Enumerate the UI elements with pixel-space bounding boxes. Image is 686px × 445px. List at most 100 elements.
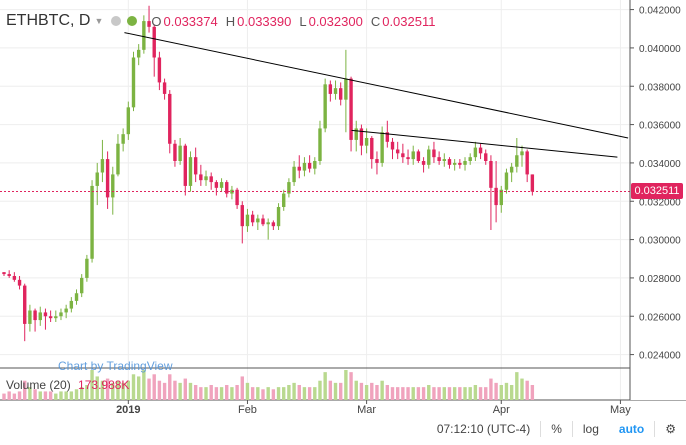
volume-bar: [74, 389, 79, 400]
volume-bar: [209, 385, 213, 400]
volume-bar: [515, 372, 519, 400]
volume-bar: [406, 387, 410, 400]
candle-body: [489, 161, 493, 188]
x-tick-label: 2019: [116, 404, 140, 416]
candle-body: [111, 174, 115, 198]
candle-body: [48, 316, 53, 319]
candle-body: [271, 222, 276, 227]
candle-body: [484, 153, 488, 161]
candle-body: [2, 272, 6, 275]
status-icon: [127, 16, 138, 26]
volume-label: Volume (20) 173.988K: [6, 378, 129, 392]
volume-bar: [344, 370, 348, 400]
candle-body: [515, 155, 519, 167]
volume-bar: [219, 387, 224, 400]
divider: [540, 420, 542, 437]
ohlc-key: L: [299, 13, 307, 29]
volume-bar: [136, 376, 141, 400]
candle-body: [344, 78, 348, 100]
volume-bar: [520, 378, 524, 400]
volume-bar: [261, 389, 265, 400]
settings-icon[interactable]: [111, 16, 122, 26]
settings-gear-icon[interactable]: ⚙: [665, 421, 676, 436]
candle-body: [421, 161, 426, 165]
volume-bar: [188, 382, 193, 400]
volume-bar: [292, 382, 296, 400]
volume-bar: [427, 385, 431, 400]
volume-bar: [385, 385, 390, 400]
y-tick-label: 0.028000: [639, 274, 681, 285]
volume-bar: [54, 393, 58, 400]
y-tick-label: 0.038000: [639, 82, 681, 93]
volume-bar: [7, 391, 11, 400]
volume-bar: [23, 380, 27, 400]
tradingview-watermark[interactable]: Chart by TradingView: [58, 359, 173, 373]
candle-body: [427, 149, 431, 165]
candle-body: [354, 128, 358, 140]
symbol-label[interactable]: ETHBTC, D: [6, 12, 91, 29]
log-button[interactable]: log: [582, 421, 599, 436]
candle-body: [188, 157, 193, 186]
volume-bar: [266, 387, 270, 400]
candle-body: [328, 84, 333, 94]
candle-body: [80, 277, 84, 294]
candle-body: [173, 143, 177, 161]
volume-bar: [85, 385, 89, 400]
candle-body: [199, 174, 203, 181]
volume-bar: [421, 387, 426, 400]
candle-body: [380, 132, 384, 163]
candle-body: [100, 159, 105, 173]
volume-bar: [214, 387, 219, 400]
candle-body: [349, 78, 353, 140]
volume-bar: [147, 378, 151, 400]
candle-body: [458, 162, 462, 165]
y-tick-label: 0.036000: [639, 121, 681, 132]
auto-button[interactable]: auto: [618, 421, 645, 436]
volume-bar: [43, 391, 48, 400]
volume-bar: [463, 387, 467, 400]
candle-body: [525, 151, 529, 175]
y-tick-label: 0.024000: [639, 351, 681, 362]
volume-bar: [131, 374, 136, 400]
volume-bar: [349, 372, 353, 400]
y-axis-panel: [630, 0, 686, 400]
candle-body: [7, 274, 11, 276]
candle-body: [178, 145, 182, 161]
candle-body: [230, 189, 234, 194]
candle-body: [85, 258, 89, 278]
volume-bar: [271, 389, 276, 400]
x-tick-label: May: [610, 404, 631, 416]
ohlc-value: 0.033390: [237, 13, 292, 29]
volume-bar: [250, 387, 255, 400]
volume-bar: [235, 385, 239, 400]
candle-body: [463, 161, 467, 165]
percent-button[interactable]: %: [551, 421, 562, 436]
volume-bar: [245, 382, 250, 400]
volume-bar: [230, 387, 234, 400]
candle-body: [256, 218, 260, 223]
volume-bar: [240, 376, 244, 400]
dropdown-icon[interactable]: ▼: [94, 16, 104, 26]
candle-body: [390, 141, 395, 150]
candle-body: [333, 88, 338, 94]
volume-bar: [323, 372, 327, 400]
y-tick-label: 0.034000: [639, 159, 681, 170]
candle-body: [287, 182, 291, 194]
candle-body: [313, 161, 317, 169]
volume-bar: [17, 391, 22, 400]
volume-bar: [126, 380, 131, 400]
volume-bar: [447, 387, 452, 400]
volume-value: 173.988K: [78, 378, 130, 392]
volume-bar: [364, 385, 369, 400]
candle-body: [28, 310, 32, 324]
candle-body: [437, 157, 441, 161]
volume-bar: [183, 378, 187, 400]
volume-bar: [390, 387, 395, 400]
divider: [571, 420, 573, 437]
candle-body: [225, 182, 229, 194]
candle-body: [142, 21, 146, 50]
candle-body: [447, 159, 452, 165]
chart-header: ETHBTC, D ▼ O 0.033374 H 0.033390 L 0.032300 C…: [6, 10, 435, 32]
